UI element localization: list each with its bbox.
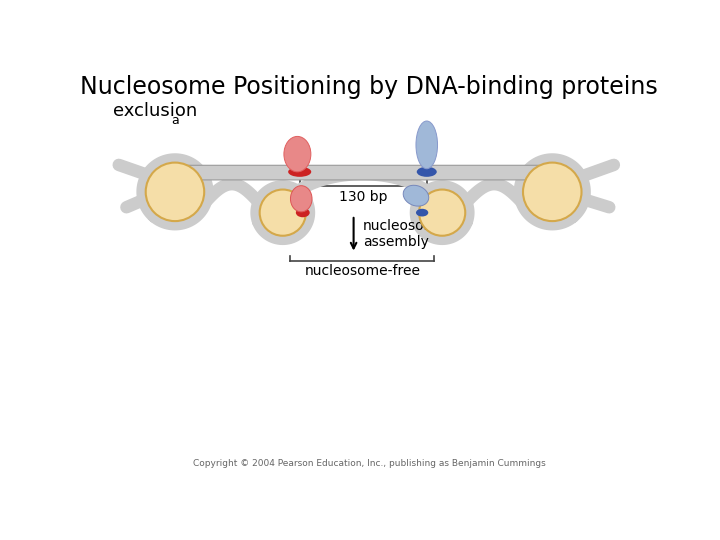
Text: nucleosome
assembly: nucleosome assembly [363,219,446,249]
Ellipse shape [296,208,310,217]
Ellipse shape [290,186,312,212]
Ellipse shape [288,167,311,177]
FancyBboxPatch shape [182,165,541,180]
Text: exclusion: exclusion [113,102,197,120]
Ellipse shape [403,185,428,206]
Ellipse shape [145,163,204,221]
Text: 130 bp: 130 bp [339,190,387,204]
Ellipse shape [284,137,311,172]
Ellipse shape [416,209,428,217]
Ellipse shape [260,190,306,236]
Text: Copyright © 2004 Pearson Education, Inc., publishing as Benjamin Cummings: Copyright © 2004 Pearson Education, Inc.… [193,460,545,468]
Ellipse shape [417,167,437,177]
Ellipse shape [419,190,465,236]
Text: nucleosome-free: nucleosome-free [305,264,420,278]
Ellipse shape [416,121,438,168]
Text: a: a [171,114,179,127]
Text: Nucleosome Positioning by DNA-binding proteins: Nucleosome Positioning by DNA-binding pr… [80,75,658,99]
Ellipse shape [523,163,582,221]
